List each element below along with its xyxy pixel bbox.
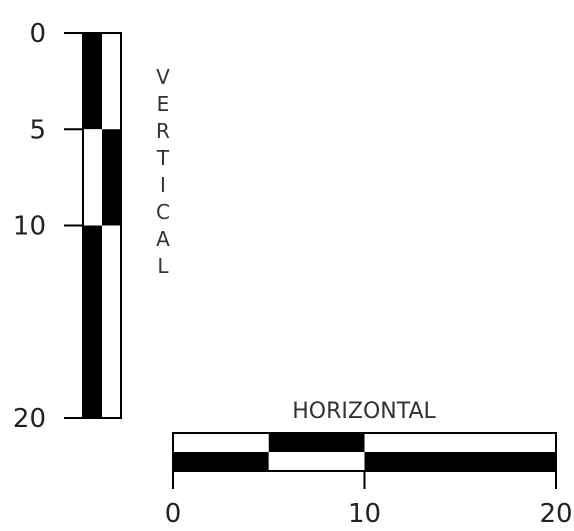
vertical-tick-label-5: 5 [29,115,46,145]
horizontal-bottom-segment-1 [173,452,269,471]
horizontal-top-segment-1 [173,433,269,452]
vertical-title-letter-8: L [157,254,169,278]
vertical-left-segment-2 [83,129,102,226]
vertical-left-segment-1 [83,33,102,130]
horizontal-bar-group: HORIZONTAL 0 10 20 [165,399,573,529]
vertical-right-segment-3 [102,225,121,418]
horizontal-bottom-segment-3 [364,452,556,471]
vertical-left-segment-3 [83,225,102,418]
vertical-tick-label-20: 20 [13,404,46,434]
vertical-right-segment-2 [102,129,121,226]
vertical-tick-label-0: 0 [29,19,46,49]
vertical-title-letter-7: A [156,227,170,251]
vertical-title-letter-4: T [156,146,170,170]
vertical-title-letter-5: I [160,173,166,197]
horizontal-bottom-segment-2 [268,452,365,471]
vertical-title-letter-1: V [156,65,170,89]
horizontal-tick-label-10: 10 [348,499,381,529]
vertical-right-segment-1 [102,33,121,130]
horizontal-title: HORIZONTAL [292,399,436,424]
horizontal-tick-label-0: 0 [165,499,182,529]
horizontal-tick-label-20: 20 [539,499,572,529]
vertical-title-letter-2: E [157,92,170,116]
vertical-tick-label-10: 10 [13,212,46,242]
horizontal-top-segment-3 [364,433,556,452]
vertical-title-letter-6: C [156,200,170,224]
horizontal-top-segment-2 [268,433,365,452]
vertical-title-letter-3: R [156,119,170,143]
